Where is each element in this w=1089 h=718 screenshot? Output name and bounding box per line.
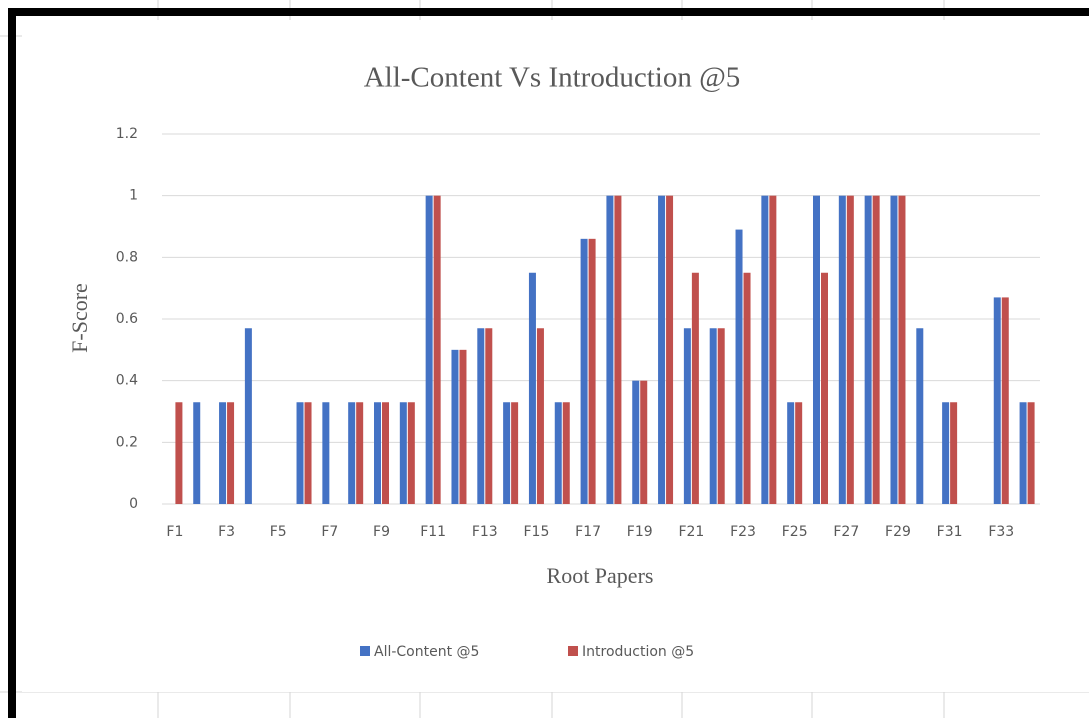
bar [1001, 297, 1009, 504]
bar [407, 402, 415, 504]
chart-title: All-Content Vs Introduction @5 [364, 62, 741, 94]
x-tick-label: F1 [166, 524, 183, 540]
x-tick-label: F9 [373, 524, 390, 540]
bar [761, 195, 769, 504]
bar [787, 402, 795, 504]
bar [795, 402, 803, 504]
bar [348, 402, 356, 504]
bar [950, 402, 958, 504]
frame-left [8, 8, 16, 718]
bar [614, 195, 622, 504]
legend-swatch [568, 646, 578, 656]
x-tick-label: F15 [524, 524, 550, 540]
bar [175, 402, 183, 504]
bar [709, 328, 717, 504]
bar [691, 272, 699, 504]
y-axis-label: F-Score [67, 283, 92, 353]
y-tick-label: 1.2 [116, 126, 138, 142]
y-tick-label: 0.8 [116, 249, 138, 265]
bar [1027, 402, 1035, 504]
x-tick-label: F33 [988, 524, 1014, 540]
y-tick-label: 0.6 [116, 311, 138, 327]
legend-swatch [360, 646, 370, 656]
y-tick-label: 0.4 [116, 373, 138, 389]
bar [743, 272, 751, 504]
bar [580, 238, 588, 505]
bar [898, 195, 906, 504]
x-tick-label: F23 [730, 524, 756, 540]
bar [503, 402, 511, 504]
bar [658, 195, 666, 504]
legend-label: Introduction @5 [582, 644, 694, 660]
bar [244, 328, 252, 504]
x-tick-label: F21 [678, 524, 704, 540]
x-tick-label: F11 [420, 524, 446, 540]
bar [459, 349, 467, 504]
bar [356, 402, 364, 504]
bar [399, 402, 407, 504]
bar [821, 272, 828, 504]
bar [511, 402, 519, 504]
bar [683, 328, 691, 504]
bar [872, 195, 880, 504]
bar [304, 402, 312, 504]
bar [1019, 402, 1027, 504]
bar [528, 272, 536, 504]
bar [993, 297, 1001, 504]
bar [846, 195, 854, 504]
bar [193, 402, 201, 504]
bar [451, 349, 459, 504]
bar [588, 238, 596, 505]
bar [640, 380, 648, 504]
frame-top [8, 8, 1089, 16]
bar [227, 402, 235, 504]
bar [838, 195, 846, 504]
x-tick-label: F17 [575, 524, 601, 540]
bar [536, 328, 544, 504]
x-tick-label: F27 [833, 524, 859, 540]
bar [717, 328, 725, 504]
bar [890, 195, 898, 504]
bar [562, 402, 570, 504]
y-tick-label: 0 [129, 496, 138, 512]
legend-label: All-Content @5 [374, 644, 479, 660]
x-tick-label: F3 [218, 524, 235, 540]
bar [433, 195, 441, 504]
x-tick-label: F31 [937, 524, 963, 540]
x-axis-label: Root Papers [547, 563, 654, 588]
bar [666, 195, 674, 504]
bar [864, 195, 872, 504]
bar [296, 402, 304, 504]
bar [374, 402, 381, 504]
bar [632, 380, 640, 504]
bar [606, 195, 614, 504]
bar [916, 328, 924, 504]
bar [554, 402, 562, 504]
x-tick-label: F19 [627, 524, 653, 540]
bar [735, 229, 743, 505]
bar [485, 328, 493, 504]
bar [769, 195, 777, 504]
bar [942, 402, 950, 504]
x-tick-label: F13 [472, 524, 498, 540]
x-tick-label: F25 [782, 524, 808, 540]
x-tick-label: F7 [321, 524, 338, 540]
bar [813, 195, 820, 504]
bar [477, 328, 485, 504]
bar [425, 195, 433, 504]
x-tick-label: F29 [885, 524, 911, 540]
bar [382, 402, 389, 504]
x-tick-label: F5 [270, 524, 287, 540]
y-tick-label: 0.2 [116, 434, 138, 450]
bar [322, 402, 330, 504]
chart-area [22, 20, 1089, 692]
bar [219, 402, 227, 504]
y-tick-label: 1 [129, 188, 138, 204]
